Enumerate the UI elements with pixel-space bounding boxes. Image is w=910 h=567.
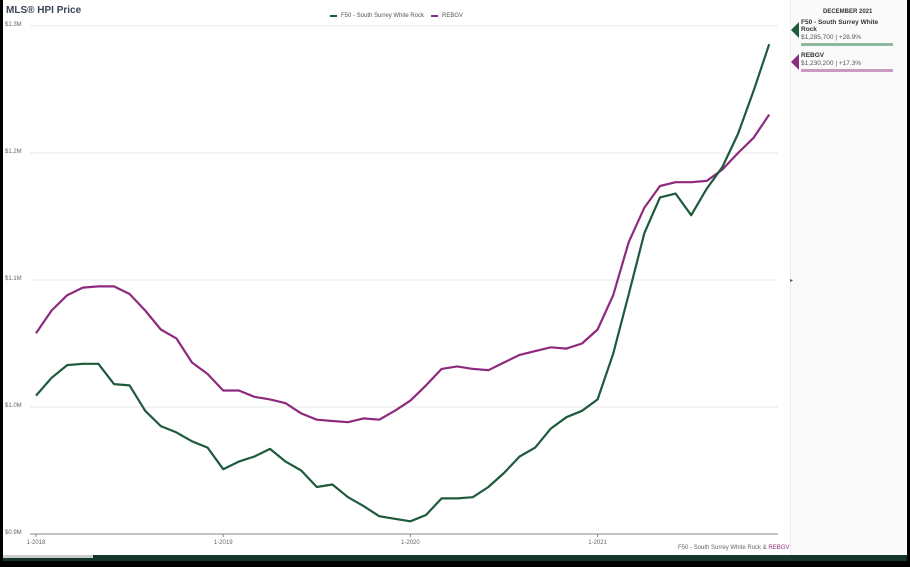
- value-panel: DECEMBER 2021 F50 - South Surrey White R…: [790, 0, 905, 561]
- panel-series-value: $1,230,200 | +17.3%: [801, 60, 862, 67]
- panel-series-bar: [801, 69, 893, 72]
- panel-series-rebgv[interactable]: REBGV $1,230,200 | +17.3%: [791, 52, 893, 72]
- chart-legend: F50 - South Surrey White Rock REBGV: [330, 13, 463, 19]
- y-tick-label: $1.3M: [5, 22, 22, 28]
- legend-swatch-f50: [330, 15, 337, 17]
- y-tick-label: $1.1M: [5, 276, 22, 282]
- chart-title: MLS® HPI Price: [6, 5, 82, 16]
- scrollbar-thumb[interactable]: [3, 555, 93, 558]
- legend-label-rebgv[interactable]: REBGV: [442, 13, 464, 19]
- series-marker-icon: [791, 22, 799, 38]
- panel-series-bar: [801, 43, 893, 46]
- x-tick-label: 1-2018: [26, 540, 46, 546]
- bottom-scrollbar[interactable]: [3, 555, 907, 561]
- x-tick-label: 1-2020: [401, 540, 420, 546]
- panel-series-name: F50 - South Surrey White Rock: [801, 19, 879, 33]
- legend-swatch-rebgv: [431, 15, 439, 17]
- panel-date: DECEMBER 2021: [823, 9, 873, 15]
- series-marker-icon: [791, 54, 799, 70]
- chart-frame: [3, 0, 907, 561]
- y-tick-label: $0.9M: [5, 530, 22, 536]
- panel-expand-icon[interactable]: ▸: [790, 278, 794, 284]
- legend-label-f50[interactable]: F50 - South Surrey White Rock: [341, 13, 425, 19]
- panel-series-f50[interactable]: F50 - South Surrey White Rock $1,285,700…: [791, 19, 893, 46]
- footer-prefix: F50 - South Surrey White Rock &: [678, 545, 769, 551]
- footer-highlight: REBGV: [768, 545, 790, 551]
- x-tick-label: 1-2019: [213, 540, 233, 546]
- panel-series-name: REBGV: [801, 52, 825, 59]
- y-tick-label: $1.2M: [5, 149, 22, 155]
- line-chart-plot: [30, 25, 778, 537]
- series-line-rebgv[interactable]: [35, 113, 771, 424]
- y-tick-label: $1.0M: [5, 403, 22, 409]
- x-tick-label: 1-2021: [588, 540, 607, 546]
- panel-series-value: $1,285,700 | +28.9%: [801, 34, 862, 41]
- chart-footer: F50 - South Surrey White Rock & REBGV: [678, 545, 789, 551]
- series-line-f50[interactable]: [35, 43, 771, 523]
